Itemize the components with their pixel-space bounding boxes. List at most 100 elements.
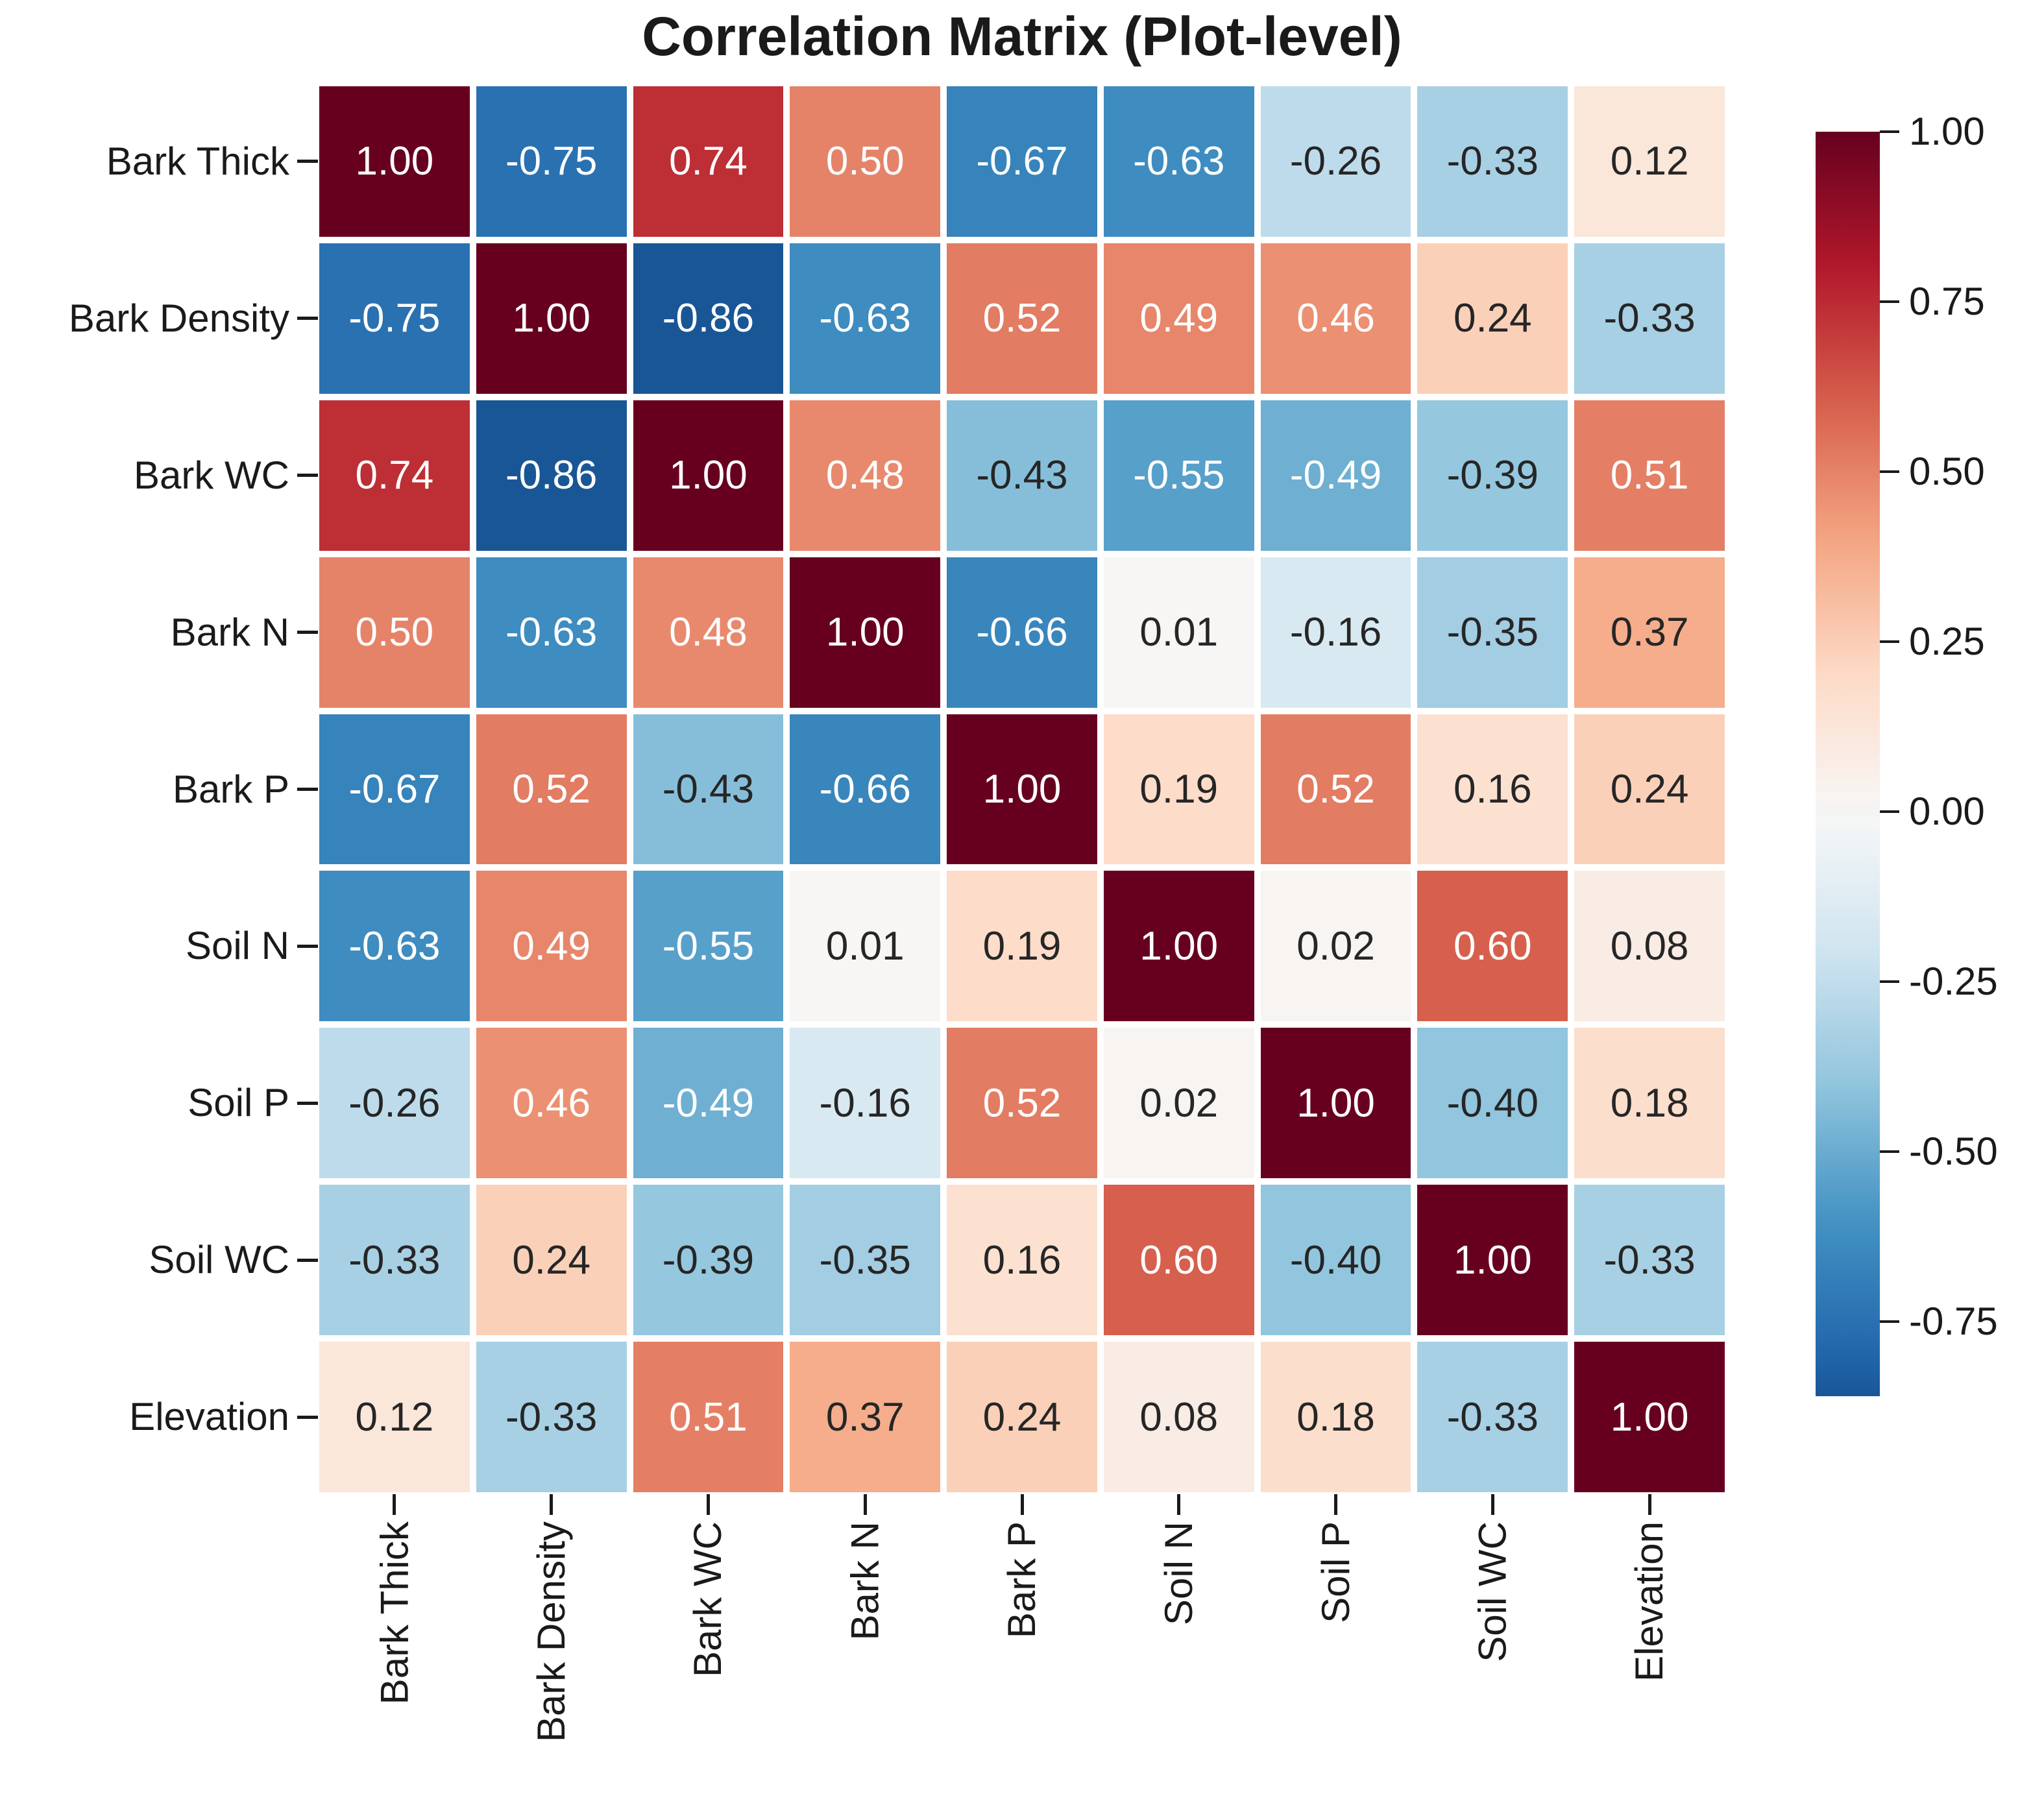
heatmap-cell: 0.02 [1260,871,1411,1022]
heatmap-cell: 0.60 [1103,1185,1254,1336]
y-tick-label: Soil N [185,924,289,968]
heatmap-cell: -0.33 [1574,1185,1725,1336]
colorbar-tick-label: 0.25 [1909,619,1985,663]
y-tick-label: Soil P [188,1081,289,1125]
heatmap-cell: 0.49 [1103,243,1254,394]
heatmap-cell: 0.46 [1260,243,1411,394]
y-axis-tick [297,1415,318,1419]
heatmap-cell: 0.52 [1260,714,1411,865]
heatmap-cell: -0.16 [790,1028,941,1179]
heatmap-cell: -0.43 [633,714,784,865]
heatmap-cell: 0.16 [947,1185,1097,1336]
heatmap-cell: -0.33 [319,1185,470,1336]
y-tick-label: Bark N [170,610,289,654]
heatmap-cell: -0.66 [790,714,941,865]
y-tick-label: Elevation [129,1395,289,1439]
y-axis-tick [297,1258,318,1262]
colorbar-tick-label: 0.00 [1909,789,1985,833]
y-axis-tick [297,474,318,478]
heatmap-cell: 0.01 [1103,557,1254,708]
heatmap-cell: -0.55 [1103,400,1254,551]
heatmap-cell: 1.00 [633,400,784,551]
x-axis-tick [1490,1494,1494,1515]
x-tick-label: Soil WC [1470,1521,1515,1662]
heatmap-cell: 0.19 [1103,714,1254,865]
colorbar-tick [1880,130,1899,133]
heatmap-cell: 0.52 [947,243,1097,394]
heatmap-cell: 0.74 [319,400,470,551]
heatmap-cell: 0.46 [476,1028,627,1179]
colorbar-tick-label: -0.25 [1909,959,1998,1003]
heatmap-cell: 0.52 [947,1028,1097,1179]
x-tick-label: Bark N [843,1521,887,1641]
y-tick-label: Bark WC [134,453,289,497]
heatmap-cell: -0.40 [1260,1185,1411,1336]
colorbar-tick [1880,470,1899,473]
heatmap-cell: 0.51 [1574,400,1725,551]
heatmap-cell: 1.00 [790,557,941,708]
heatmap-cell: -0.40 [1417,1028,1568,1179]
heatmap-cell: 0.24 [1574,714,1725,865]
y-axis-tick [297,631,318,635]
colorbar-tick-label: -0.50 [1909,1129,1998,1173]
heatmap-cell: -0.63 [790,243,941,394]
heatmap-cell: 0.50 [319,557,470,708]
heatmap-cell: 1.00 [947,714,1097,865]
heatmap-cell: 0.18 [1574,1028,1725,1179]
x-tick-label: Elevation [1627,1521,1672,1682]
chart-title: Correlation Matrix (Plot-level) [642,6,1402,67]
heatmap-cell: 0.02 [1103,1028,1254,1179]
x-tick-label: Bark WC [686,1521,730,1677]
colorbar-tick [1880,980,1899,983]
heatmap-cell: 0.24 [947,1342,1097,1492]
heatmap-cell: -0.26 [1260,86,1411,237]
colorbar-tick-label: 1.00 [1909,110,1985,153]
heatmap-cell: 0.18 [1260,1342,1411,1492]
colorbar-tick [1880,300,1899,303]
x-axis-tick [1334,1494,1338,1515]
heatmap-cell: 1.00 [1260,1028,1411,1179]
colorbar-tick [1880,1320,1899,1323]
heatmap-cell: -0.33 [1417,1342,1568,1492]
heatmap-cell: -0.33 [476,1342,627,1492]
y-axis-tick [297,944,318,948]
heatmap-cell: -0.39 [1417,400,1568,551]
heatmap-cell: -0.49 [633,1028,784,1179]
heatmap-cell: -0.86 [476,400,627,551]
heatmap-cell: 1.00 [1574,1342,1725,1492]
colorbar-gradient [1816,132,1880,1396]
heatmap-cell: 0.24 [1417,243,1568,394]
y-tick-label: Bark Thick [106,139,289,183]
y-axis-tick [297,317,318,321]
colorbar-tick [1880,640,1899,643]
heatmap-grid: 1.00 -0.75 0.74 0.50 -0.67 -0.63 -0.26 -0.33 0.1… [319,86,1725,1492]
heatmap-cell: 0.51 [633,1342,784,1492]
x-tick-label: Soil N [1156,1521,1200,1626]
heatmap-cell: 1.00 [1103,871,1254,1022]
heatmap-cell: -0.55 [633,871,784,1022]
heatmap-cell: 0.16 [1417,714,1568,865]
heatmap-cell: -0.35 [1417,557,1568,708]
colorbar-tick-label: 0.75 [1909,279,1985,323]
heatmap-cell: 0.24 [476,1185,627,1336]
heatmap-cell: 1.00 [1417,1185,1568,1336]
colorbar-tick [1880,1150,1899,1153]
heatmap-cell: 0.12 [319,1342,470,1492]
x-axis-tick [1020,1494,1024,1515]
x-tick-label: Bark P [1000,1521,1043,1639]
heatmap-cell: -0.63 [476,557,627,708]
heatmap-cell: 0.37 [790,1342,941,1492]
x-axis-tick [863,1494,867,1515]
heatmap-cell: 0.49 [476,871,627,1022]
y-tick-label: Bark Density [68,296,289,340]
heatmap-cell: -0.63 [319,871,470,1022]
heatmap-cell: 0.12 [1574,86,1725,237]
x-axis-tick [393,1494,396,1515]
x-tick-label: Soil P [1313,1521,1357,1623]
heatmap-cell: 0.48 [790,400,941,551]
heatmap-cell: 0.50 [790,86,941,237]
y-tick-label: Soil WC [149,1238,289,1282]
x-axis-tick [1177,1494,1181,1515]
heatmap-cell: -0.66 [947,557,1097,708]
